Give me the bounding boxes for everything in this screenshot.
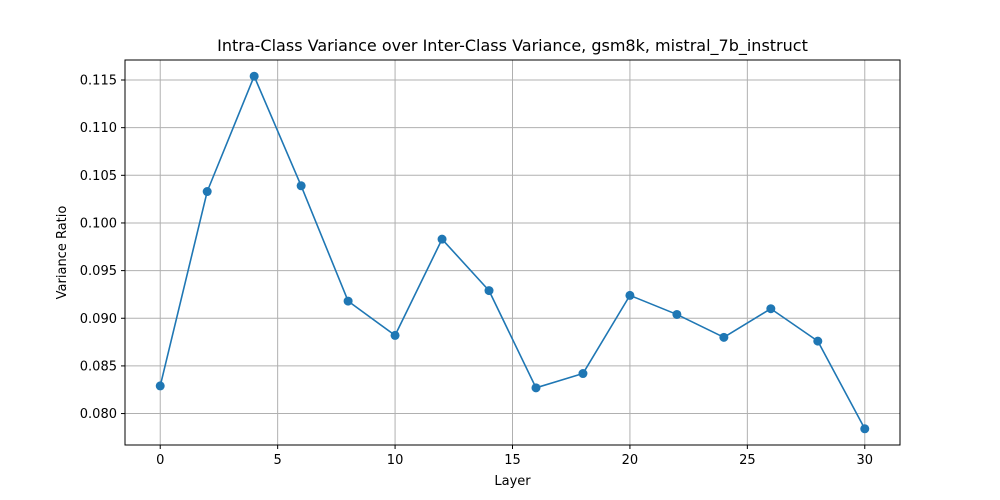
y-axis-label: Variance Ratio: [55, 206, 70, 300]
x-tick-label: 5: [274, 453, 282, 468]
series-line: [159, 75, 866, 430]
data-point: [343, 296, 353, 306]
chart-title: Intra-Class Variance over Inter-Class Va…: [217, 36, 808, 56]
y-tick-label: 0.090: [80, 312, 117, 327]
x-axis-label: Layer: [494, 474, 531, 489]
y-tick-label: 0.110: [80, 121, 117, 136]
y-tick-label: 0.105: [80, 169, 117, 184]
x-tick-label: 10: [387, 453, 404, 468]
data-point: [860, 424, 870, 434]
y-tick-label: 0.100: [80, 216, 117, 231]
series-layer: [155, 71, 870, 434]
data-point: [390, 330, 400, 340]
x-tick-label: 0: [156, 453, 164, 468]
x-axis: 0 5 10 15 20 25 30: [156, 445, 873, 468]
data-point: [296, 181, 306, 191]
y-tick-label: 0.115: [80, 74, 117, 89]
x-tick-label: 15: [504, 453, 521, 468]
data-point: [672, 309, 682, 319]
y-tick-label: 0.080: [80, 407, 117, 422]
data-point: [719, 332, 729, 342]
data-point: [531, 383, 541, 393]
data-point: [202, 187, 212, 197]
data-point: [813, 336, 823, 346]
y-tick-label: 0.095: [80, 264, 117, 279]
data-point: [484, 286, 494, 296]
x-tick-label: 25: [739, 453, 756, 468]
x-tick-label: 30: [856, 453, 873, 468]
data-point: [437, 234, 447, 244]
data-point: [578, 369, 588, 379]
y-axis: 0.080 0.085 0.090 0.095 0.100 0.105 0.110 0.115: [80, 74, 125, 422]
data-point: [625, 290, 635, 300]
y-tick-label: 0.085: [80, 359, 117, 374]
x-tick-label: 20: [622, 453, 639, 468]
data-point: [249, 71, 259, 81]
grid-lines: [125, 60, 900, 445]
data-point: [155, 381, 165, 391]
data-point: [766, 304, 776, 314]
